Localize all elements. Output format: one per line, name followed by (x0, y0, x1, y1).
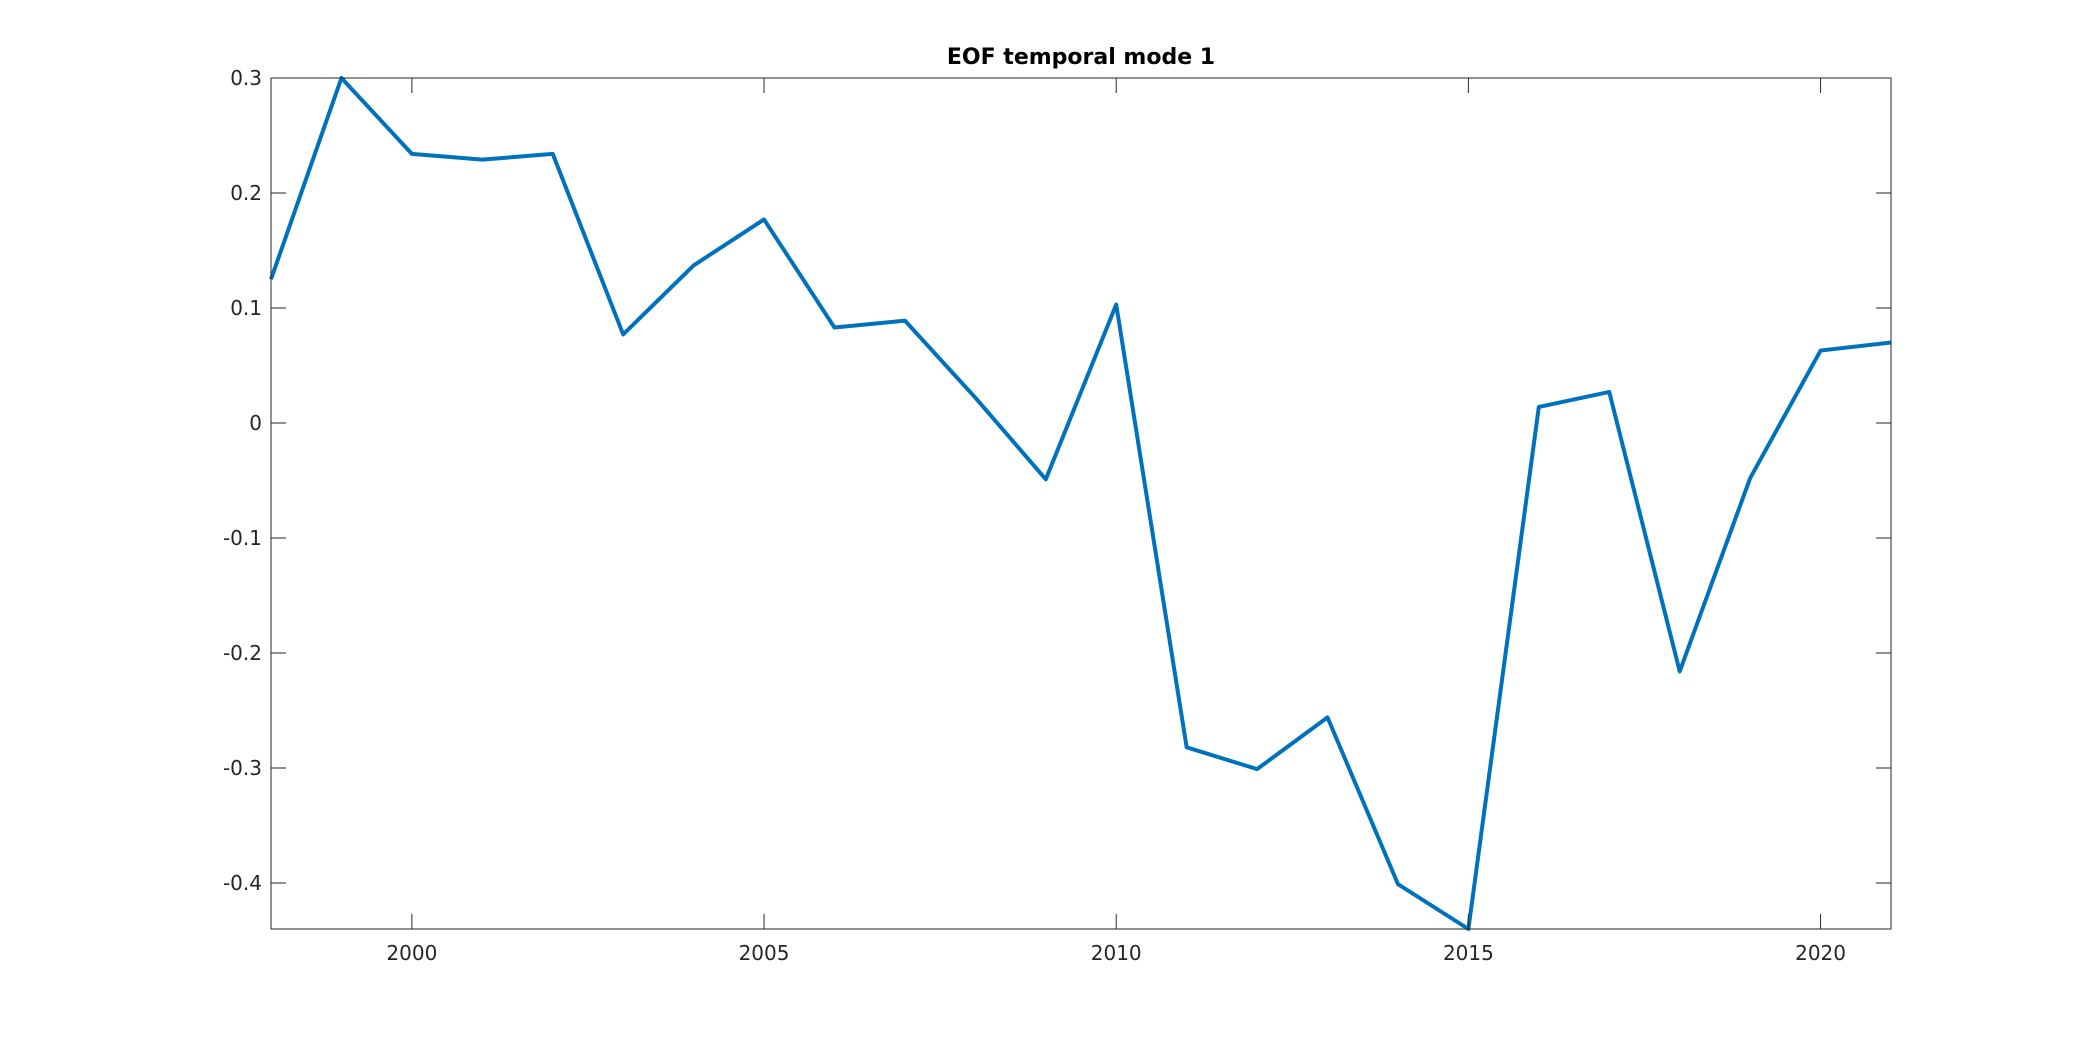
x-tick-label: 2000 (386, 941, 437, 965)
series-layer (269, 76, 1892, 931)
y-tick-label: 0.2 (230, 181, 262, 205)
y-tick-label: 0 (249, 411, 262, 435)
y-tick-label: -0.1 (223, 526, 262, 550)
y-axis: 0.3 0.2 0.1 0 -0.1 -0.2 -0.3 -0.4 (223, 66, 1891, 895)
x-tick-label: 2020 (1795, 941, 1846, 965)
y-tick-label: -0.4 (223, 871, 262, 895)
x-tick-label: 2010 (1091, 941, 1142, 965)
chart-title: EOF temporal mode 1 (947, 45, 1215, 70)
axes-box (270, 77, 1892, 930)
series-line (269, 76, 1892, 931)
x-tick-label: 2015 (1443, 941, 1494, 965)
y-tick-label: 0.3 (230, 66, 262, 90)
y-tick-label: -0.2 (223, 641, 262, 665)
y-tick-label: 0.1 (230, 296, 262, 320)
x-tick-label: 2005 (739, 941, 790, 965)
plot-area (271, 78, 1891, 929)
x-axis: 2000 2005 2010 2015 2020 (386, 78, 1846, 965)
y-tick-label: -0.3 (223, 756, 262, 780)
